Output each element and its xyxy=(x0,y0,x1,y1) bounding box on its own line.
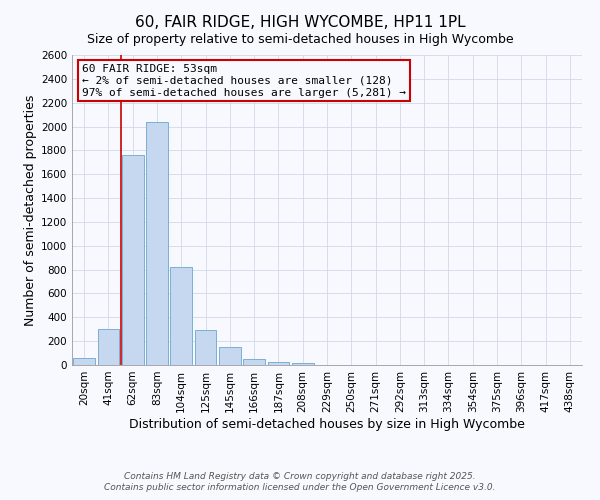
Bar xyxy=(146,122,168,365)
X-axis label: Distribution of semi-detached houses by size in High Wycombe: Distribution of semi-detached houses by … xyxy=(129,418,525,430)
Text: Size of property relative to semi-detached houses in High Wycombe: Size of property relative to semi-detach… xyxy=(86,32,514,46)
Bar xyxy=(219,347,241,365)
Bar xyxy=(73,358,95,365)
Text: 60 FAIR RIDGE: 53sqm
← 2% of semi-detached houses are smaller (128)
97% of semi-: 60 FAIR RIDGE: 53sqm ← 2% of semi-detach… xyxy=(82,64,406,98)
Bar xyxy=(292,362,314,365)
Bar xyxy=(170,267,192,365)
Y-axis label: Number of semi-detached properties: Number of semi-detached properties xyxy=(24,94,37,326)
Bar xyxy=(243,359,265,365)
Bar xyxy=(194,330,217,365)
Bar xyxy=(97,329,119,365)
Text: Contains HM Land Registry data © Crown copyright and database right 2025.
Contai: Contains HM Land Registry data © Crown c… xyxy=(104,472,496,492)
Bar xyxy=(268,362,289,365)
Bar xyxy=(122,155,143,365)
Text: 60, FAIR RIDGE, HIGH WYCOMBE, HP11 1PL: 60, FAIR RIDGE, HIGH WYCOMBE, HP11 1PL xyxy=(134,15,466,30)
